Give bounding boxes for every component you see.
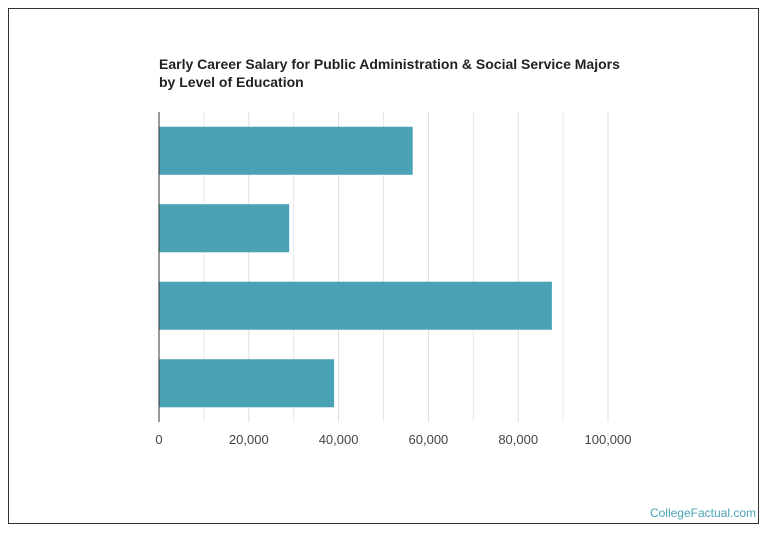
x-tick-label: 60,000 [409, 432, 449, 447]
bar-1 [159, 126, 413, 175]
chart-title-block: Early Career Salary for Public Administr… [159, 55, 639, 91]
bar-2 [159, 204, 290, 253]
bar-3 [159, 281, 552, 330]
chart-title: Early Career Salary for Public Administr… [159, 56, 620, 72]
x-tick-labels: 0 20,000 40,000 60,000 80,000 100,000 [155, 432, 631, 447]
x-tick-label: 0 [155, 432, 162, 447]
chart-subtitle: by Level of Education [159, 74, 304, 90]
bars [159, 126, 552, 408]
x-tick-label: 80,000 [498, 432, 538, 447]
credit-link[interactable]: CollegeFactual.com [649, 506, 756, 520]
x-tick-label: 20,000 [229, 432, 269, 447]
bar-4 [159, 359, 335, 408]
x-tick-label: 100,000 [585, 432, 632, 447]
x-tick-label: 40,000 [319, 432, 359, 447]
